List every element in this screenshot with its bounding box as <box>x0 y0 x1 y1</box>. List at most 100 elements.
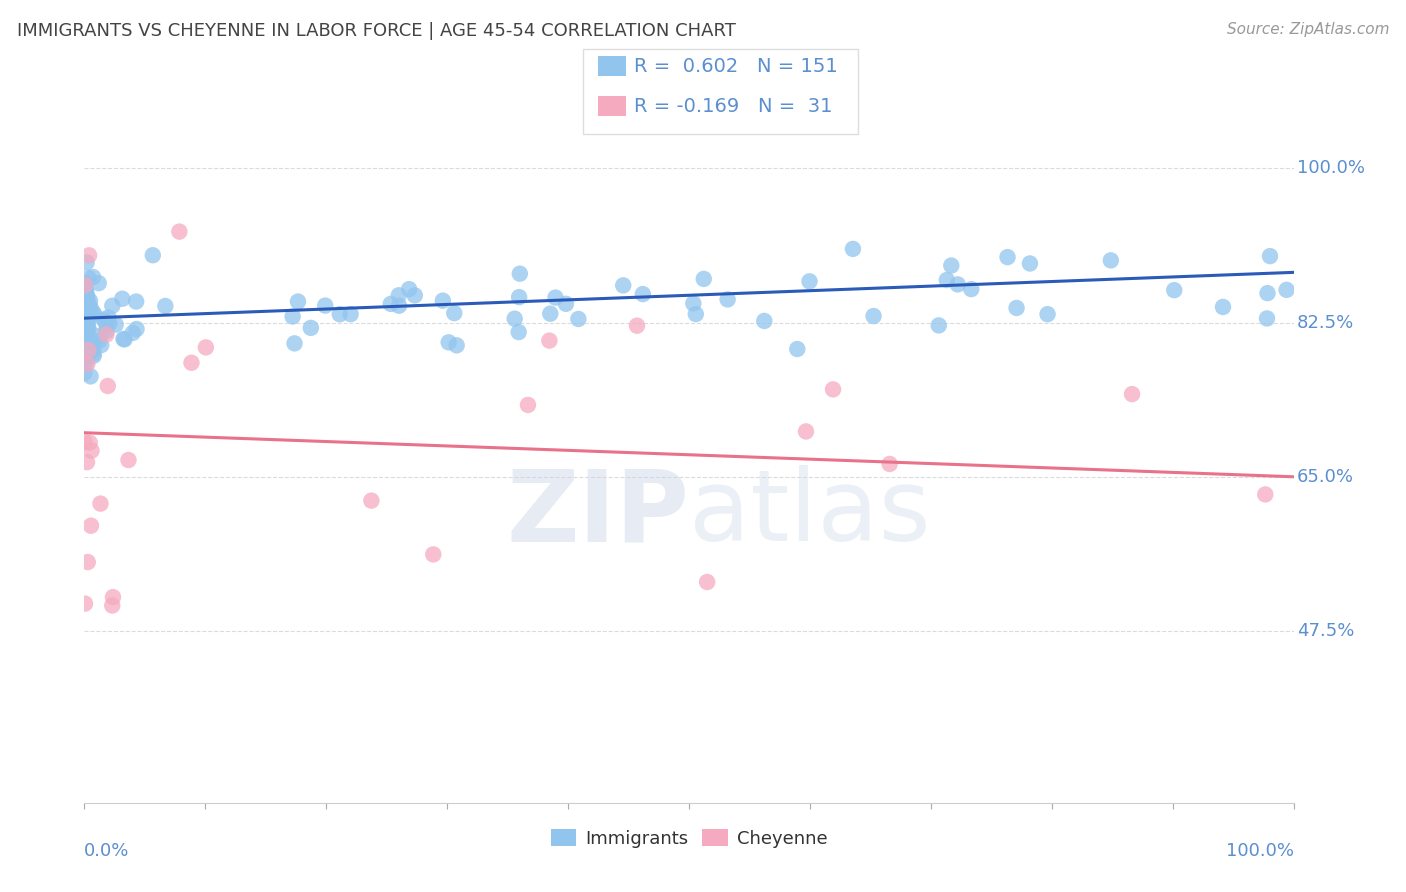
Point <box>1275 283 1298 297</box>
Point <box>76 305 98 319</box>
Point <box>76 455 98 469</box>
Point <box>682 296 704 310</box>
Point <box>79 369 101 384</box>
Point <box>80 443 103 458</box>
Point <box>73 325 96 339</box>
Point <box>73 292 96 306</box>
Point <box>75 283 97 297</box>
Point <box>935 273 957 287</box>
Point <box>612 278 634 293</box>
Point <box>76 289 98 303</box>
Point <box>75 301 97 316</box>
Point <box>960 282 983 296</box>
Point <box>360 493 382 508</box>
Point <box>97 379 120 393</box>
Point <box>398 282 420 296</box>
Point <box>928 318 950 333</box>
Point <box>79 345 101 359</box>
Point <box>329 307 352 321</box>
Point <box>75 288 97 302</box>
Point <box>79 435 101 450</box>
Point <box>299 321 322 335</box>
Point <box>73 334 96 349</box>
Point <box>77 343 100 357</box>
Point <box>89 328 111 343</box>
Point <box>73 278 96 293</box>
Point <box>121 326 143 340</box>
Point <box>83 349 105 363</box>
Point <box>142 248 165 262</box>
Text: R = -0.169   N =  31: R = -0.169 N = 31 <box>634 96 832 116</box>
Point <box>693 272 716 286</box>
Point <box>73 312 96 326</box>
Point <box>104 318 127 332</box>
Point <box>76 318 98 333</box>
Point <box>111 292 134 306</box>
Point <box>73 286 96 301</box>
Point <box>97 310 120 325</box>
Text: atlas: atlas <box>689 466 931 562</box>
Point <box>508 290 530 304</box>
Point <box>101 599 124 613</box>
Point <box>73 329 96 343</box>
Point <box>76 357 98 371</box>
Point <box>997 250 1019 264</box>
Point <box>685 307 707 321</box>
Point <box>76 555 98 569</box>
Point <box>169 225 191 239</box>
Text: 47.5%: 47.5% <box>1298 622 1354 640</box>
Point <box>1163 283 1185 297</box>
Point <box>432 293 454 308</box>
Point <box>73 314 96 328</box>
Point <box>754 314 776 328</box>
Point <box>93 312 115 326</box>
Point <box>82 270 104 285</box>
Point <box>842 242 865 256</box>
Point <box>1121 387 1143 401</box>
Point <box>404 288 426 302</box>
Point <box>1019 256 1042 270</box>
Point <box>631 287 654 301</box>
Point <box>75 330 97 344</box>
Point <box>281 310 304 324</box>
Point <box>1256 286 1278 301</box>
Point <box>76 255 98 269</box>
Point <box>80 518 103 533</box>
Point <box>437 335 460 350</box>
Point <box>75 303 97 318</box>
Point <box>283 336 305 351</box>
Point <box>73 309 96 323</box>
Point <box>76 308 98 322</box>
Point <box>73 318 96 333</box>
Text: R =  0.602   N = 151: R = 0.602 N = 151 <box>634 56 838 76</box>
Point <box>75 306 97 320</box>
Point <box>73 277 96 292</box>
Point <box>946 277 969 292</box>
Point <box>194 340 217 354</box>
Text: 82.5%: 82.5% <box>1298 314 1354 332</box>
Point <box>339 307 361 321</box>
Point <box>75 310 97 324</box>
Point <box>517 398 540 412</box>
Point <box>79 309 101 323</box>
Text: 0.0%: 0.0% <box>84 842 129 861</box>
Point <box>73 322 96 336</box>
Point <box>73 312 96 326</box>
Text: IMMIGRANTS VS CHEYENNE IN LABOR FORCE | AGE 45-54 CORRELATION CHART: IMMIGRANTS VS CHEYENNE IN LABOR FORCE | … <box>17 22 735 40</box>
Point <box>83 308 105 322</box>
Point <box>73 327 96 342</box>
Point <box>77 322 100 336</box>
Point <box>75 287 97 301</box>
Point <box>76 300 98 314</box>
Point <box>786 342 808 356</box>
Point <box>80 336 103 351</box>
Point <box>799 274 821 288</box>
Point <box>509 267 531 281</box>
Point <box>941 259 963 273</box>
Point <box>75 337 97 351</box>
Point <box>155 299 177 313</box>
Point <box>73 332 96 346</box>
Point <box>388 288 411 302</box>
Point <box>1254 487 1277 501</box>
Point <box>76 350 98 364</box>
